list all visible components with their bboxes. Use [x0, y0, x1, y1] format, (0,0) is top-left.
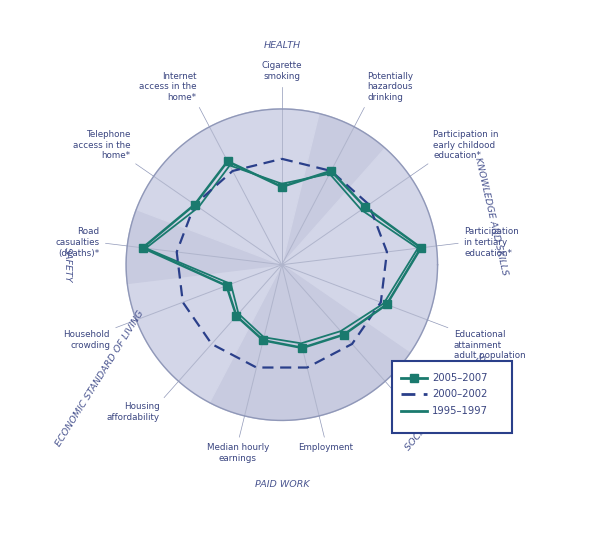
Text: Participation
in tertiary
education*: Participation in tertiary education* [464, 227, 519, 258]
Polygon shape [126, 209, 282, 283]
Text: Household
crowding: Household crowding [64, 330, 110, 350]
Text: Participation in
early childood
education*: Participation in early childood educatio… [433, 130, 499, 160]
Text: PAID WORK: PAID WORK [254, 480, 309, 489]
Polygon shape [127, 265, 282, 403]
Text: Telephone
access in the
home*: Telephone access in the home* [73, 130, 131, 160]
Text: Median hourly
earnings: Median hourly earnings [207, 443, 269, 463]
Text: Employment: Employment [298, 443, 353, 452]
Text: Internet
access in the
home*: Internet access in the home* [139, 71, 196, 102]
Text: ECONOMIC STANDARD OF LIVING: ECONOMIC STANDARD OF LIVING [54, 309, 145, 448]
Text: KNOWLEDGE AND SKILLS: KNOWLEDGE AND SKILLS [473, 156, 509, 276]
Text: 2005–2007: 2005–2007 [432, 373, 487, 383]
Text: 2000–2002: 2000–2002 [432, 390, 487, 399]
Text: Housing
affordability: Housing affordability [107, 402, 160, 422]
Polygon shape [282, 148, 437, 353]
Text: Road
casualties
(deaths)*: Road casualties (deaths)* [55, 227, 100, 258]
Text: HEALTH: HEALTH [263, 41, 301, 50]
Polygon shape [209, 265, 410, 420]
Text: SOCIAL CONNECTEDNESS: SOCIAL CONNECTEDNESS [404, 353, 489, 453]
FancyBboxPatch shape [392, 361, 512, 433]
Text: Unemployment: Unemployment [404, 402, 470, 411]
Text: Potentially
hazardous
drinking: Potentially hazardous drinking [367, 71, 413, 102]
Text: 1995–1997: 1995–1997 [432, 407, 488, 416]
Polygon shape [245, 109, 385, 265]
Text: SAFETY: SAFETY [62, 247, 71, 282]
Text: Educational
attainment
adult population
(tertiary): Educational attainment adult population … [454, 330, 525, 371]
Text: Cigarette
smoking: Cigarette smoking [262, 61, 302, 81]
Polygon shape [136, 109, 319, 265]
